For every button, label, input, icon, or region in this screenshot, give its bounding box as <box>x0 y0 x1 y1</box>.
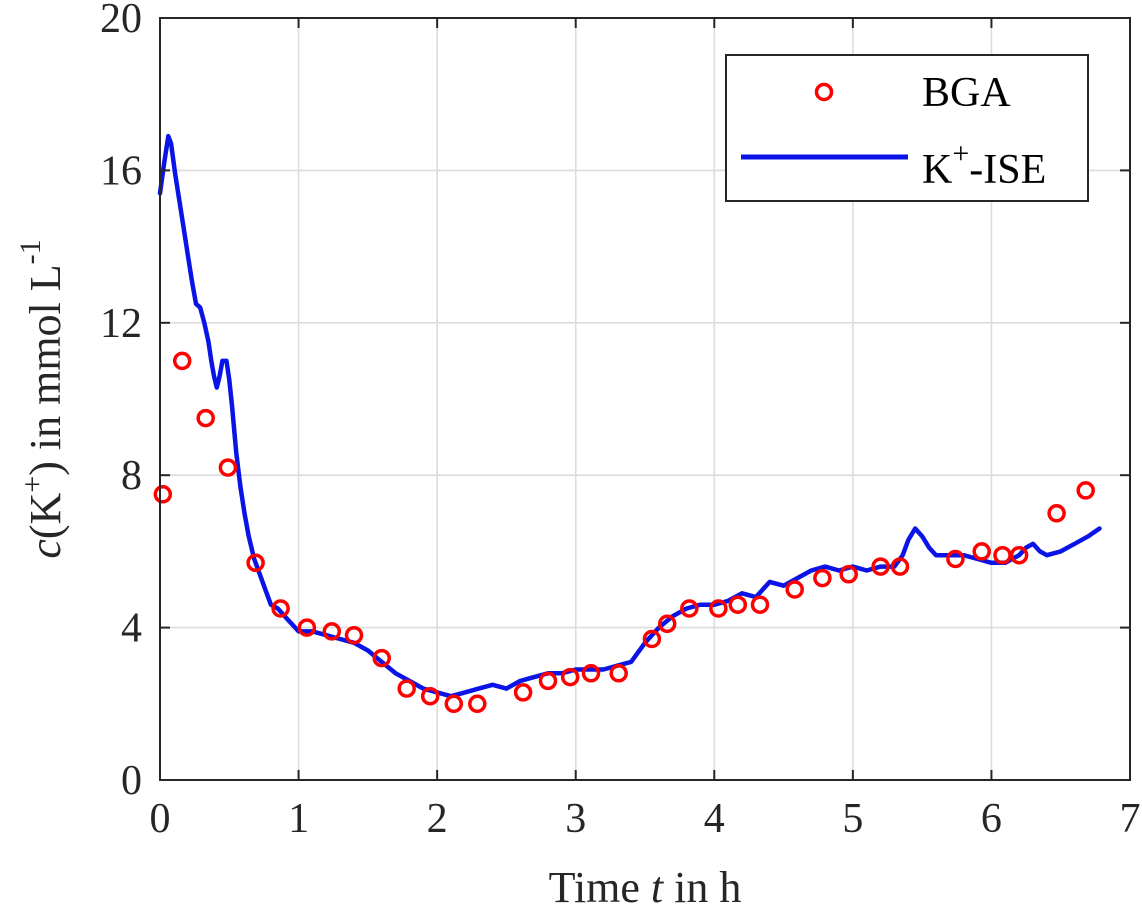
y-tick-label: 0 <box>121 758 142 804</box>
bga-point <box>750 595 770 614</box>
bga-point <box>581 664 601 683</box>
bga-point <box>993 545 1012 565</box>
x-tick-label: 7 <box>1120 796 1141 842</box>
bga-point <box>609 664 628 683</box>
bga-point <box>538 671 558 691</box>
bga-point <box>153 485 173 504</box>
x-tick-label: 2 <box>427 796 448 842</box>
plot-frame <box>159 17 1131 781</box>
legend-box <box>725 54 1089 202</box>
x-tick-label: 6 <box>981 796 1002 842</box>
y-tick-label: 12 <box>100 301 142 347</box>
legend: BGA K+-ISE <box>725 54 1089 202</box>
legend-bga-marker <box>814 82 834 102</box>
bga-point <box>709 599 728 618</box>
bga-point <box>513 683 533 702</box>
bga-point <box>1009 545 1029 565</box>
bga-point <box>890 557 910 576</box>
bga-point <box>196 408 215 428</box>
bga-point <box>871 557 890 576</box>
ticks <box>159 17 1131 781</box>
bga-point <box>372 648 391 668</box>
bga-point <box>246 553 265 573</box>
y-tick-label: 16 <box>100 148 142 194</box>
bga-point <box>680 599 699 618</box>
bga-point <box>218 458 238 477</box>
bga-point <box>1047 504 1066 523</box>
bga-series <box>153 351 1095 714</box>
bga-point <box>785 580 804 599</box>
legend-bga-label: BGA <box>922 70 1011 116</box>
legend-ise-label: K+-ISE <box>922 137 1046 193</box>
x-tick-label: 0 <box>150 796 171 842</box>
bga-point <box>657 614 677 634</box>
x-axis-label: Time t in h <box>549 863 742 912</box>
bga-point <box>420 686 440 706</box>
bga-point <box>642 629 662 649</box>
x-tick-label: 3 <box>565 796 586 842</box>
y-tick-label: 8 <box>121 453 142 499</box>
bga-point <box>322 622 342 641</box>
bga-point <box>297 618 317 637</box>
bga-point <box>271 599 290 618</box>
x-tick-label: 1 <box>288 796 309 842</box>
y-axis-label: c(K+) in mmol L-1 <box>14 239 70 558</box>
bga-point <box>946 549 965 569</box>
x-tick-label: 4 <box>704 796 725 842</box>
bga-point <box>1076 481 1095 500</box>
ise-series <box>157 133 1102 699</box>
bga-point <box>397 679 416 698</box>
bga-point <box>468 694 487 714</box>
bga-point <box>972 542 991 561</box>
x-tick-label: 5 <box>842 796 863 842</box>
bga-point <box>813 568 832 588</box>
y-tick-label: 20 <box>100 0 142 42</box>
bga-point <box>344 625 364 645</box>
bga-point <box>728 595 748 614</box>
y-tick-label: 4 <box>121 606 142 652</box>
bga-point <box>560 667 580 687</box>
ise-line <box>157 133 1102 699</box>
bga-point <box>172 351 192 371</box>
bga-point <box>444 694 464 714</box>
bga-point <box>839 565 858 584</box>
